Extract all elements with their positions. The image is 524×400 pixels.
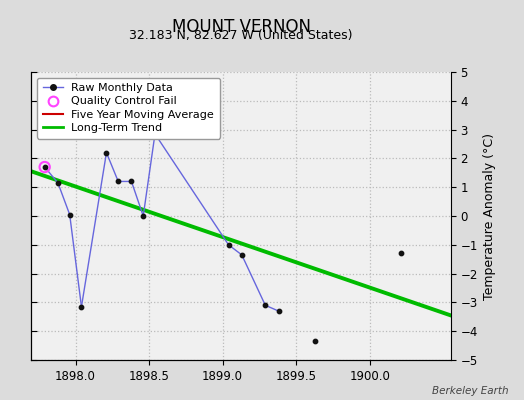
Point	[237, 252, 246, 258]
Point	[66, 211, 74, 218]
Point	[127, 178, 136, 185]
Text: MOUNT VERNON: MOUNT VERNON	[171, 18, 311, 36]
Point	[40, 164, 49, 170]
Point	[275, 308, 283, 314]
Point	[77, 304, 85, 310]
Text: Berkeley Earth: Berkeley Earth	[432, 386, 508, 396]
Point	[311, 338, 320, 344]
Point	[397, 250, 405, 257]
Title: 32.183 N, 82.627 W (United States): 32.183 N, 82.627 W (United States)	[129, 29, 353, 42]
Y-axis label: Temperature Anomaly (°C): Temperature Anomaly (°C)	[483, 132, 496, 300]
Point	[261, 302, 269, 308]
Point	[139, 213, 147, 219]
Legend: Raw Monthly Data, Quality Control Fail, Five Year Moving Average, Long-Term Tren: Raw Monthly Data, Quality Control Fail, …	[37, 78, 220, 139]
Point	[224, 242, 233, 248]
Point	[114, 178, 123, 185]
Point	[40, 164, 49, 170]
Point	[54, 180, 62, 186]
Point	[151, 131, 159, 137]
Point	[102, 150, 111, 156]
